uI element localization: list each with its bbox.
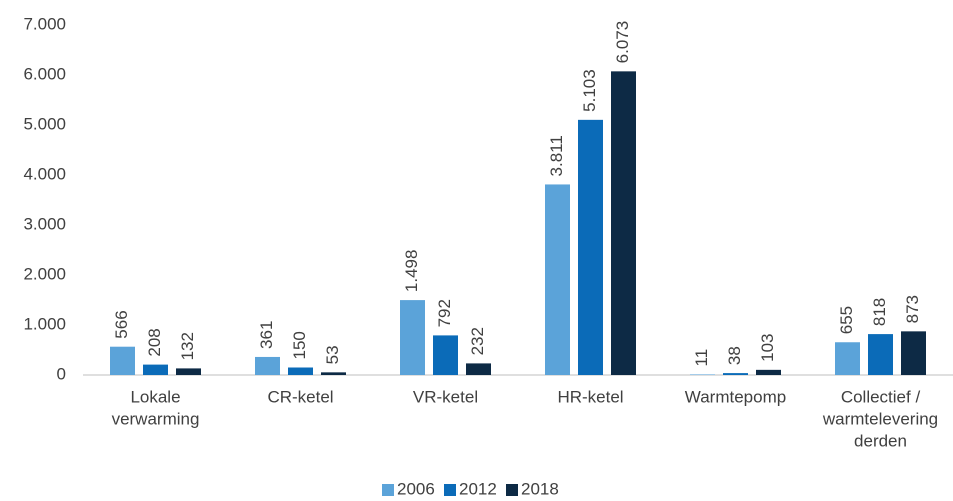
y-tick-label: 5.000 bbox=[23, 114, 66, 133]
bar bbox=[288, 367, 313, 375]
x-tick-label: Collectief / bbox=[841, 387, 921, 406]
x-tick-label: Lokale bbox=[130, 387, 180, 406]
y-tick-label: 7.000 bbox=[23, 14, 66, 33]
data-label: 150 bbox=[290, 331, 309, 359]
legend-swatch bbox=[382, 484, 394, 496]
x-tick-label: VR-ketel bbox=[413, 387, 478, 406]
bar bbox=[611, 71, 636, 375]
y-tick-label: 1.000 bbox=[23, 314, 66, 333]
bar bbox=[466, 363, 491, 375]
data-label: 53 bbox=[323, 345, 342, 364]
x-tick-label: CR-ketel bbox=[267, 387, 333, 406]
data-label: 873 bbox=[903, 295, 922, 323]
bar bbox=[578, 119, 603, 375]
data-label: 818 bbox=[870, 298, 889, 326]
x-tick-label: derden bbox=[854, 431, 907, 450]
data-label: 132 bbox=[178, 332, 197, 360]
data-label: 6.073 bbox=[613, 21, 632, 64]
y-tick-label: 6.000 bbox=[23, 64, 66, 83]
x-tick-label: warmtelevering bbox=[822, 409, 938, 428]
legend-swatch bbox=[506, 484, 518, 496]
bar bbox=[433, 335, 458, 375]
y-tick-label: 3.000 bbox=[23, 214, 66, 233]
y-tick-label: 0 bbox=[57, 364, 66, 383]
bar bbox=[321, 372, 346, 375]
data-label: 11 bbox=[692, 349, 711, 367]
data-label: 38 bbox=[725, 346, 744, 365]
bar bbox=[255, 356, 280, 375]
bar bbox=[545, 184, 570, 375]
legend-label: 2018 bbox=[521, 479, 559, 498]
x-tick-label: verwarming bbox=[112, 409, 200, 428]
bar bbox=[835, 342, 860, 375]
data-label: 232 bbox=[468, 327, 487, 355]
y-tick-label: 4.000 bbox=[23, 164, 66, 183]
data-label: 1.498 bbox=[402, 250, 421, 293]
data-label: 208 bbox=[145, 328, 164, 356]
data-label: 361 bbox=[257, 321, 276, 349]
bar bbox=[901, 331, 926, 375]
data-label: 3.811 bbox=[547, 135, 566, 176]
bar bbox=[723, 373, 748, 375]
bar bbox=[400, 300, 425, 375]
bar bbox=[690, 374, 715, 375]
bar bbox=[110, 346, 135, 375]
data-label: 655 bbox=[837, 306, 856, 334]
bar bbox=[143, 364, 168, 375]
data-label: 5.103 bbox=[580, 69, 599, 112]
legend-label: 2012 bbox=[459, 479, 497, 498]
bar bbox=[756, 369, 781, 375]
x-tick-label: HR-ketel bbox=[557, 387, 623, 406]
data-label: 792 bbox=[435, 299, 454, 327]
bar bbox=[868, 334, 893, 375]
legend-label: 2006 bbox=[397, 479, 435, 498]
legend-swatch bbox=[444, 484, 456, 496]
bar bbox=[176, 368, 201, 375]
data-label: 103 bbox=[758, 333, 777, 361]
y-tick-label: 2.000 bbox=[23, 264, 66, 283]
data-label: 566 bbox=[112, 310, 131, 338]
x-tick-label: Warmtepomp bbox=[685, 387, 786, 406]
